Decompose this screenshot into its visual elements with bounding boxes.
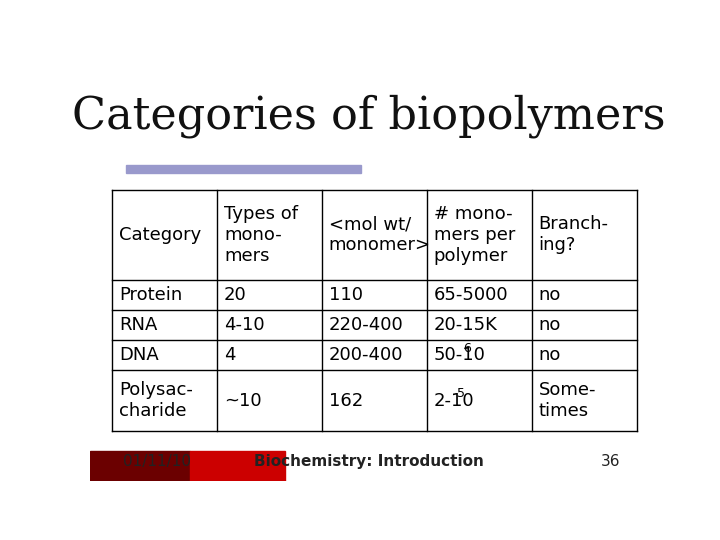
Text: Branch-
ing?: Branch- ing? bbox=[539, 215, 608, 254]
Text: 5: 5 bbox=[457, 387, 465, 400]
FancyBboxPatch shape bbox=[126, 165, 361, 173]
Text: Some-
times: Some- times bbox=[539, 381, 596, 420]
Text: 01/11/10: 01/11/10 bbox=[124, 454, 192, 469]
FancyBboxPatch shape bbox=[190, 451, 285, 481]
Text: DNA: DNA bbox=[119, 346, 159, 364]
Text: Types of
mono-
mers: Types of mono- mers bbox=[224, 205, 298, 265]
Text: 162: 162 bbox=[329, 392, 363, 409]
Text: Categories of biopolymers: Categories of biopolymers bbox=[72, 94, 666, 138]
Text: <mol wt/
monomer>: <mol wt/ monomer> bbox=[329, 215, 431, 254]
Text: Category: Category bbox=[119, 226, 202, 244]
Text: 65-5000: 65-5000 bbox=[433, 286, 508, 304]
Text: Polysac-
charide: Polysac- charide bbox=[119, 381, 193, 420]
Text: 20-15K: 20-15K bbox=[433, 316, 498, 334]
Text: 50-10: 50-10 bbox=[433, 346, 485, 364]
Text: 4-10: 4-10 bbox=[224, 316, 264, 334]
Text: 110: 110 bbox=[329, 286, 363, 304]
Text: 36: 36 bbox=[600, 454, 620, 469]
Text: 200-400: 200-400 bbox=[329, 346, 403, 364]
Text: no: no bbox=[539, 316, 561, 334]
Text: 2-10: 2-10 bbox=[433, 392, 474, 409]
Text: 20: 20 bbox=[224, 286, 247, 304]
Text: 4: 4 bbox=[224, 346, 235, 364]
Text: Protein: Protein bbox=[119, 286, 182, 304]
Text: no: no bbox=[539, 286, 561, 304]
Text: 6: 6 bbox=[463, 342, 471, 355]
Text: 220-400: 220-400 bbox=[329, 316, 404, 334]
Text: no: no bbox=[539, 346, 561, 364]
FancyBboxPatch shape bbox=[90, 451, 190, 481]
Text: ~10: ~10 bbox=[224, 392, 261, 409]
Text: # mono-
mers per
polymer: # mono- mers per polymer bbox=[433, 205, 515, 265]
Text: Biochemistry: Introduction: Biochemistry: Introduction bbox=[254, 454, 484, 469]
Text: RNA: RNA bbox=[119, 316, 158, 334]
